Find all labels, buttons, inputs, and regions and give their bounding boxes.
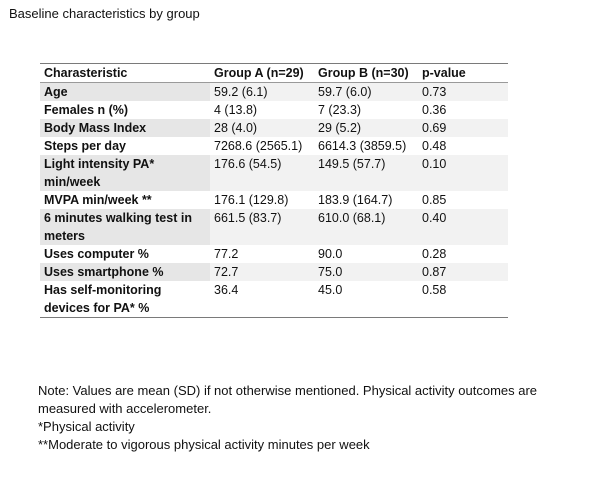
group-b-value: 610.0 (68.1)	[314, 209, 418, 245]
header-group-b: Group B (n=30)	[318, 66, 409, 80]
group-a-value: 59.2 (6.1)	[210, 83, 314, 101]
row-label: Uses computer %	[44, 247, 149, 261]
group-a-value: 72.7	[210, 263, 314, 281]
row-label: MVPA min/week **	[44, 193, 152, 207]
header-group-a: Group A (n=29)	[214, 66, 304, 80]
row-label: Females n (%)	[44, 103, 129, 117]
table-row: Uses computer % 77.2 90.0 0.28	[40, 245, 508, 263]
p-value: 0.69	[418, 119, 508, 137]
table-caption: Baseline characteristics by group	[9, 6, 200, 21]
table-notes: Note: Values are mean (SD) if not otherw…	[38, 382, 578, 454]
p-value: 0.58	[422, 283, 447, 297]
table-body: Age 59.2 (6.1) 59.7 (6.0) 0.73 Females n (%)…	[40, 83, 508, 317]
table-row: 6 minutes walking test in meters 661.5 (8…	[40, 209, 508, 245]
group-b-value: 45.0	[318, 283, 343, 297]
group-b-value: 29 (5.2)	[314, 119, 418, 137]
note-line: measured with accelerometer.	[38, 401, 212, 416]
row-label: 6 minutes walking test in meters	[40, 209, 210, 245]
note-line: Note: Values are mean (SD) if not otherw…	[38, 383, 538, 398]
group-b-value: 183.9 (164.7)	[318, 193, 393, 207]
group-b-value: 7 (23.3)	[318, 103, 362, 117]
table-row: Body Mass Index 28 (4.0) 29 (5.2) 0.69	[40, 119, 508, 137]
baseline-table: Charasteristic Group A (n=29) Group B (n…	[40, 63, 508, 318]
group-a-value: 176.6 (54.5)	[210, 155, 314, 191]
group-b-value: 6614.3 (3859.5)	[318, 139, 407, 153]
p-value: 0.87	[418, 263, 508, 281]
group-a-value: 4 (13.8)	[214, 103, 258, 117]
group-a-value: 28 (4.0)	[210, 119, 314, 137]
table-header-row: Charasteristic Group A (n=29) Group B (n…	[40, 64, 508, 83]
row-label: Steps per day	[44, 139, 126, 153]
p-value: 0.48	[422, 139, 447, 153]
p-value: 0.40	[418, 209, 508, 245]
table-row: Age 59.2 (6.1) 59.7 (6.0) 0.73	[40, 83, 508, 101]
group-a-value: 7268.6 (2565.1)	[214, 139, 303, 153]
group-a-value: 661.5 (83.7)	[210, 209, 314, 245]
table-row: Has self-monitoring devices for PA* % 36.…	[40, 281, 508, 317]
p-value: 0.73	[418, 83, 508, 101]
p-value: 0.85	[422, 193, 447, 207]
table-row: Uses smartphone % 72.7 75.0 0.87	[40, 263, 508, 281]
group-b-value: 59.7 (6.0)	[314, 83, 418, 101]
note-line: *Physical activity	[38, 419, 135, 434]
p-value: 0.36	[422, 103, 447, 117]
group-a-value: 77.2	[214, 247, 239, 261]
p-value: 0.10	[418, 155, 508, 191]
header-characteristic: Charasteristic	[44, 66, 128, 80]
group-a-value: 176.1 (129.8)	[214, 193, 289, 207]
group-a-value: 36.4	[214, 283, 239, 297]
table-row: Light intensity PA* min/week 176.6 (54.5)…	[40, 155, 508, 191]
p-value: 0.28	[422, 247, 447, 261]
row-label: Light intensity PA* min/week	[40, 155, 210, 191]
row-label: Uses smartphone %	[40, 263, 210, 281]
table-row: Steps per day 7268.6 (2565.1) 6614.3 (3859…	[40, 137, 508, 155]
note-line: **Moderate to vigorous physical activity…	[38, 437, 370, 452]
header-p-value: p-value	[422, 66, 466, 80]
row-label: Has self-monitoring devices for PA* %	[44, 283, 162, 315]
table-row: MVPA min/week ** 176.1 (129.8) 183.9 (164.…	[40, 191, 508, 209]
table-row: Females n (%) 4 (13.8) 7 (23.3) 0.36	[40, 101, 508, 119]
group-b-value: 149.5 (57.7)	[314, 155, 418, 191]
group-b-value: 75.0	[314, 263, 418, 281]
group-b-value: 90.0	[318, 247, 343, 261]
row-label: Age	[40, 83, 210, 101]
row-label: Body Mass Index	[40, 119, 210, 137]
